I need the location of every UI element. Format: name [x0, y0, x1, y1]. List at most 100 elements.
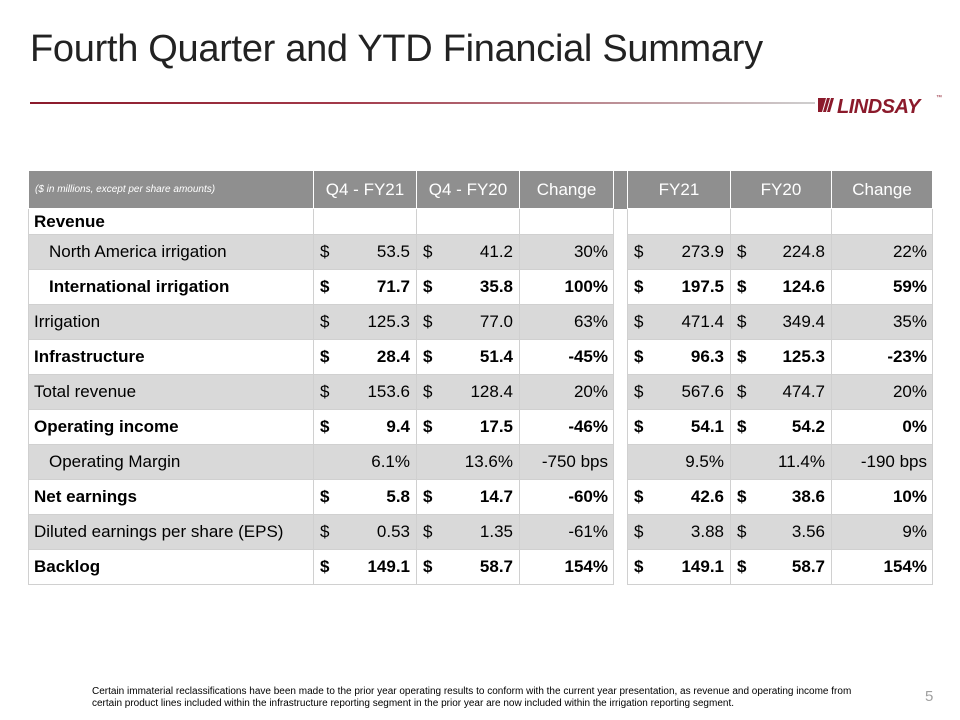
currency-symbol: $ — [423, 382, 433, 401]
currency-symbol: $ — [320, 312, 330, 331]
table-row: Backlog $149.1 $58.7 154% $149.1 $58.7 154% — [28, 549, 933, 585]
currency-symbol: $ — [737, 417, 747, 436]
cell-value: 1.35 — [479, 522, 513, 541]
cell-q4-change: 63% — [519, 304, 614, 340]
cell-q4-fy20: $51.4 — [416, 339, 520, 375]
cell-q4-fy20: $14.7 — [416, 479, 520, 515]
cell-q4-fy21: $53.5 — [313, 234, 417, 270]
cell-value: 153.6 — [367, 382, 410, 401]
cell-value: 474.7 — [782, 382, 825, 401]
header-fy20: FY20 — [730, 170, 832, 209]
cell-fy-change: 20% — [831, 374, 933, 410]
cell-value: 28.4 — [376, 347, 410, 366]
currency-symbol: $ — [423, 522, 433, 541]
slide-title: Fourth Quarter and YTD Financial Summary — [30, 28, 763, 70]
currency-symbol: $ — [423, 347, 433, 366]
row-label: Total revenue — [28, 374, 314, 410]
row-label: Backlog — [28, 549, 314, 585]
cell-fy20: $124.6 — [730, 269, 832, 305]
cell-q4-fy21: $149.1 — [313, 549, 417, 585]
row-label: International irrigation — [28, 269, 314, 305]
cell-fy-change: 9% — [831, 514, 933, 550]
cell-value: 53.5 — [376, 242, 410, 261]
cell-q4-change: -45% — [519, 339, 614, 375]
cell-q4-fy20: $128.4 — [416, 374, 520, 410]
cell-value: 54.1 — [690, 417, 724, 436]
currency-symbol: $ — [320, 522, 330, 541]
cell-fy21: $149.1 — [627, 549, 731, 585]
currency-symbol: $ — [320, 382, 330, 401]
cell-q4-fy20: $77.0 — [416, 304, 520, 340]
cell-fy21: $42.6 — [627, 479, 731, 515]
cell-q4-change: 100% — [519, 269, 614, 305]
cell-value: 128.4 — [470, 382, 513, 401]
cell-q4-change: -61% — [519, 514, 614, 550]
logo-trademark: ™ — [936, 95, 942, 101]
currency-symbol: $ — [737, 242, 747, 261]
cell-q4-change: -46% — [519, 409, 614, 445]
currency-symbol: $ — [737, 347, 747, 366]
cell-fy21: $273.9 — [627, 234, 731, 270]
table-row: Operating Margin 6.1% 13.6% -750 bps 9.5% 11.… — [28, 444, 933, 480]
cell-value: 349.4 — [782, 312, 825, 331]
cell-fy20: $38.6 — [730, 479, 832, 515]
table-row: Operating income $9.4 $17.5 -46% $54.1 $54.2 0… — [28, 409, 933, 445]
cell-value: 17.5 — [479, 417, 513, 436]
row-label: Net earnings — [28, 479, 314, 515]
cell-value: 35.8 — [479, 277, 513, 296]
row-label: Operating income — [28, 409, 314, 445]
cell-value: 6.1% — [371, 452, 410, 471]
cell-fy-change: 35% — [831, 304, 933, 340]
cell-fy21: $471.4 — [627, 304, 731, 340]
title-divider — [30, 102, 815, 104]
cell-value: 471.4 — [681, 312, 724, 331]
cell-fy21: $567.6 — [627, 374, 731, 410]
currency-symbol: $ — [423, 277, 433, 296]
cell-value: 9.4 — [386, 417, 410, 436]
cell-value: 9.5% — [685, 452, 724, 471]
currency-symbol: $ — [634, 277, 644, 296]
cell-fy20: $125.3 — [730, 339, 832, 375]
cell-value: 124.6 — [782, 277, 825, 296]
cell-q4-fy21: $125.3 — [313, 304, 417, 340]
cell-fy-change: 22% — [831, 234, 933, 270]
cell-value: 224.8 — [782, 242, 825, 261]
header-fy-change: Change — [831, 170, 933, 209]
currency-symbol: $ — [423, 487, 433, 506]
cell-value: 14.7 — [479, 487, 513, 506]
cell-value: 54.2 — [791, 417, 825, 436]
currency-symbol: $ — [737, 277, 747, 296]
currency-symbol: $ — [634, 347, 644, 366]
cell-fy20: $3.56 — [730, 514, 832, 550]
currency-symbol: $ — [634, 382, 644, 401]
cell-q4-fy20: $41.2 — [416, 234, 520, 270]
currency-symbol: $ — [634, 522, 644, 541]
cell-value: 125.3 — [367, 312, 410, 331]
table-row-section: Revenue — [28, 208, 933, 235]
row-label: Infrastructure — [28, 339, 314, 375]
cell-fy20: $474.7 — [730, 374, 832, 410]
cell-fy21: $96.3 — [627, 339, 731, 375]
cell-value: 96.3 — [690, 347, 724, 366]
currency-symbol: $ — [737, 522, 747, 541]
cell-q4-change: 30% — [519, 234, 614, 270]
header-q4-fy20: Q4 - FY20 — [416, 170, 520, 209]
cell-fy20: $224.8 — [730, 234, 832, 270]
cell-fy20: $58.7 — [730, 549, 832, 585]
currency-symbol: $ — [320, 557, 330, 576]
cell-value: 58.7 — [479, 557, 513, 576]
cell-q4-fy20: $1.35 — [416, 514, 520, 550]
table-row: International irrigation $71.7 $35.8 100% $1… — [28, 269, 933, 305]
cell-value: 58.7 — [791, 557, 825, 576]
currency-symbol: $ — [634, 417, 644, 436]
table-row: Irrigation $125.3 $77.0 63% $471.4 $349.4 35% — [28, 304, 933, 340]
currency-symbol: $ — [737, 382, 747, 401]
units-note: ($ in millions, except per share amounts… — [28, 170, 314, 209]
table-row: Infrastructure $28.4 $51.4 -45% $96.3 $125.3-… — [28, 339, 933, 375]
cell-q4-fy20: 13.6% — [416, 444, 520, 480]
currency-symbol: $ — [320, 277, 330, 296]
cell-fy21: $197.5 — [627, 269, 731, 305]
cell-q4-fy21: $5.8 — [313, 479, 417, 515]
currency-symbol: $ — [634, 242, 644, 261]
row-label: Diluted earnings per share (EPS) — [28, 514, 314, 550]
